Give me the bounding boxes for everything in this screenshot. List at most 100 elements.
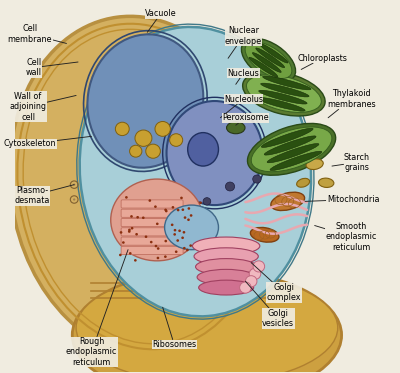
Circle shape — [182, 209, 184, 211]
Circle shape — [136, 216, 139, 219]
Ellipse shape — [10, 16, 273, 357]
Circle shape — [145, 235, 147, 238]
Text: Cytoskeleton: Cytoskeleton — [4, 137, 92, 148]
Circle shape — [249, 268, 261, 279]
Text: Mitochondria: Mitochondria — [305, 195, 379, 204]
Circle shape — [130, 215, 133, 218]
Ellipse shape — [80, 27, 311, 316]
FancyBboxPatch shape — [121, 237, 187, 245]
Ellipse shape — [88, 34, 203, 168]
Circle shape — [164, 209, 167, 211]
Circle shape — [156, 223, 159, 225]
Ellipse shape — [192, 237, 260, 255]
Circle shape — [155, 122, 170, 137]
Circle shape — [128, 230, 131, 233]
Ellipse shape — [270, 151, 322, 170]
Ellipse shape — [246, 75, 321, 112]
Ellipse shape — [199, 280, 254, 295]
Ellipse shape — [318, 178, 334, 188]
Ellipse shape — [111, 179, 203, 261]
Circle shape — [156, 257, 159, 259]
Circle shape — [182, 231, 185, 233]
Ellipse shape — [245, 42, 292, 78]
Circle shape — [130, 145, 142, 157]
Circle shape — [119, 254, 122, 256]
Circle shape — [154, 206, 157, 208]
Circle shape — [187, 219, 190, 221]
Circle shape — [142, 216, 145, 219]
Circle shape — [135, 130, 152, 146]
Ellipse shape — [252, 53, 281, 72]
Circle shape — [172, 206, 174, 209]
Circle shape — [134, 259, 137, 261]
Ellipse shape — [271, 192, 304, 210]
Circle shape — [164, 256, 167, 258]
Circle shape — [253, 175, 261, 183]
Ellipse shape — [196, 258, 257, 275]
Circle shape — [176, 239, 179, 242]
Ellipse shape — [264, 136, 316, 155]
Text: Smooth
endoplasmic
reticulum: Smooth endoplasmic reticulum — [315, 222, 377, 251]
Ellipse shape — [194, 248, 258, 265]
Circle shape — [171, 223, 174, 226]
Circle shape — [157, 247, 160, 250]
Circle shape — [190, 214, 192, 217]
Circle shape — [203, 198, 211, 205]
Ellipse shape — [249, 57, 278, 77]
Circle shape — [189, 244, 192, 247]
FancyBboxPatch shape — [121, 200, 183, 208]
Circle shape — [177, 209, 180, 211]
Ellipse shape — [72, 270, 342, 373]
Circle shape — [122, 241, 125, 244]
Circle shape — [184, 216, 186, 219]
Ellipse shape — [263, 76, 311, 90]
Circle shape — [173, 233, 176, 236]
Circle shape — [115, 122, 129, 136]
Circle shape — [155, 245, 157, 247]
Text: Plasmo-
desmata: Plasmo- desmata — [14, 185, 74, 206]
Ellipse shape — [256, 48, 284, 68]
Circle shape — [175, 250, 178, 253]
Ellipse shape — [76, 272, 338, 373]
Text: Nucleus: Nucleus — [228, 69, 259, 84]
Ellipse shape — [261, 83, 309, 97]
Ellipse shape — [197, 269, 255, 285]
Ellipse shape — [166, 101, 263, 205]
Text: Chloroplasts: Chloroplasts — [298, 54, 347, 69]
Circle shape — [148, 199, 151, 202]
Circle shape — [150, 241, 152, 243]
Ellipse shape — [261, 128, 313, 147]
Circle shape — [165, 210, 168, 212]
Circle shape — [73, 184, 75, 186]
Circle shape — [178, 229, 181, 232]
Ellipse shape — [165, 205, 218, 250]
Ellipse shape — [243, 71, 325, 116]
Ellipse shape — [251, 127, 332, 172]
Ellipse shape — [226, 122, 245, 134]
Circle shape — [174, 229, 176, 232]
FancyBboxPatch shape — [121, 209, 187, 217]
Circle shape — [225, 182, 235, 191]
Ellipse shape — [306, 159, 323, 170]
Circle shape — [125, 196, 128, 199]
Text: Starch
grains: Starch grains — [332, 153, 370, 172]
Circle shape — [73, 198, 75, 201]
Circle shape — [164, 240, 167, 242]
Circle shape — [240, 282, 251, 293]
Ellipse shape — [267, 144, 319, 163]
Circle shape — [188, 207, 190, 210]
Ellipse shape — [297, 178, 310, 187]
Text: Golgi
complex: Golgi complex — [251, 263, 301, 302]
Ellipse shape — [188, 133, 218, 166]
Text: Cell
membrane: Cell membrane — [8, 25, 66, 44]
FancyBboxPatch shape — [121, 246, 183, 254]
Circle shape — [253, 261, 265, 272]
Ellipse shape — [248, 123, 336, 175]
Ellipse shape — [250, 228, 279, 242]
Circle shape — [135, 233, 138, 236]
Circle shape — [180, 197, 183, 199]
FancyBboxPatch shape — [121, 219, 191, 227]
Ellipse shape — [259, 43, 288, 63]
Text: Nucleolus: Nucleolus — [220, 95, 263, 118]
Circle shape — [131, 227, 134, 229]
